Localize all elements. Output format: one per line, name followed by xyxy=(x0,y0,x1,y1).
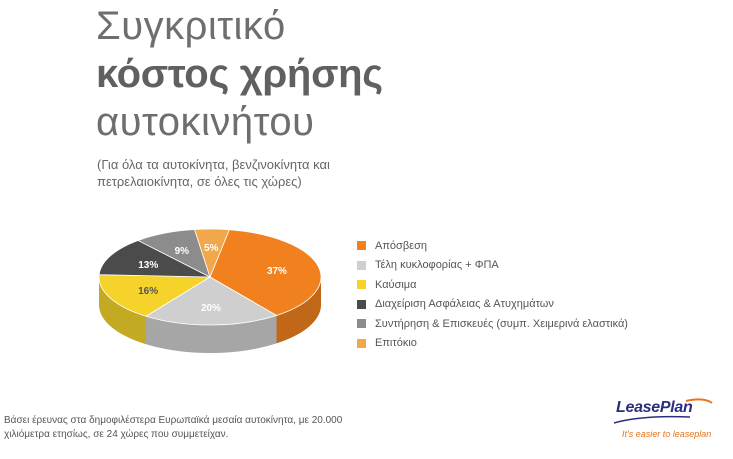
legend-label: Απόσβεση xyxy=(375,239,427,252)
leaseplan-logo: LeasePlan It's easier to leaseplan xyxy=(612,393,720,445)
legend-swatch xyxy=(357,299,366,309)
logo-swoosh-icon xyxy=(613,398,713,424)
brand-tagline: It's easier to leaseplan xyxy=(622,429,712,439)
pie-slice xyxy=(98,274,212,317)
legend-item: Διαχείριση Ασφάλειας & Ατυχημάτων xyxy=(357,295,628,315)
pie-data-label: 16% xyxy=(138,286,158,297)
pie-data-label: 37% xyxy=(267,266,287,277)
pie-slice-side xyxy=(146,315,277,353)
legend-item: Απόσβεση xyxy=(357,236,628,256)
legend-item: Συντήρηση & Επισκευές (συμπ. Χειμερινά ε… xyxy=(357,314,628,334)
legend-swatch xyxy=(357,260,366,270)
chart-legend: Απόσβεση Τέλη κυκλοφορίας + ΦΠΑ Καύσιμα Δια… xyxy=(357,236,628,353)
pie-slice xyxy=(209,229,322,316)
pie-data-label: 5% xyxy=(204,243,219,254)
legend-swatch xyxy=(357,280,366,290)
legend-item: Τέλη κυκλοφορίας + ΦΠΑ xyxy=(357,256,628,276)
legend-label: Διαχείριση Ασφάλειας & Ατυχημάτων xyxy=(375,298,554,311)
legend-label: Συντήρηση & Επισκευές (συμπ. Χειμερινά ε… xyxy=(375,317,628,330)
legend-label: Καύσιμα xyxy=(375,278,417,291)
title-line-2: κόστος χρήσης xyxy=(96,52,383,96)
legend-swatch xyxy=(357,338,366,348)
subtitle: (Για όλα τα αυτοκίνητα, βενζινοκίνητα κα… xyxy=(97,157,330,189)
title-line-3: αυτοκινήτου xyxy=(96,100,315,144)
page-title: Συγκριτικό κόστος χρήσης αυτοκινήτου xyxy=(96,6,383,142)
pie-data-label: 20% xyxy=(201,303,221,314)
legend-item: Επιτόκιο xyxy=(357,334,628,354)
pie-slice xyxy=(194,228,230,279)
legend-swatch xyxy=(357,241,366,251)
legend-item: Καύσιμα xyxy=(357,275,628,295)
pie-slice xyxy=(145,276,278,326)
pie-slice-side xyxy=(276,277,321,344)
logo-wordmark: LeasePlan xyxy=(616,399,693,416)
pie-data-label: 9% xyxy=(175,246,190,257)
pie-slice-side xyxy=(99,277,147,345)
pie-slice xyxy=(98,240,211,278)
legend-label: Επιτόκιο xyxy=(375,337,417,350)
pie-data-label: 13% xyxy=(138,260,158,271)
footnote: Βάσει έρευνας στα δημοφιλέστερα Ευρωπαϊκ… xyxy=(4,415,343,440)
legend-label: Τέλη κυκλοφορίας + ΦΠΑ xyxy=(375,259,499,272)
legend-swatch xyxy=(357,319,366,329)
title-line-1: Συγκριτικό xyxy=(96,4,286,48)
pie-chart: 37% 20% 16% 13% 9% 5% xyxy=(98,228,322,353)
